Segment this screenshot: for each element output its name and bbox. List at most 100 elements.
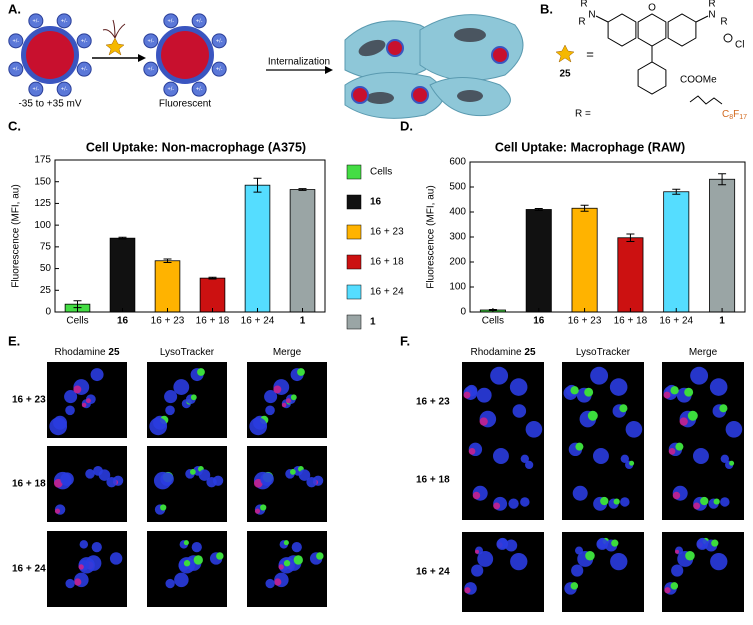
ring [667,13,697,47]
cell [490,366,509,385]
y-tick-label: 0 [460,307,466,318]
lyso [283,540,289,546]
rhod [273,385,282,394]
charge-label: +/- [61,87,68,93]
cell [709,378,728,396]
x-tick-label: Cells [66,316,88,327]
atom-n: N [588,10,595,21]
rhod [464,587,471,594]
lyso [290,394,297,401]
cell [671,564,684,577]
lyso [711,539,719,547]
y-tick-label: 0 [45,307,51,318]
row-label: 16 + 23 [12,395,46,406]
y-tick-label: 50 [40,263,52,274]
ring [607,13,637,47]
cell [725,421,743,438]
lyso [283,560,291,567]
column-header: Rhodamine 25 [54,347,119,358]
column-header: Merge [689,347,718,358]
plot-frame [54,159,326,313]
rhod [254,508,261,514]
rhod [693,502,701,510]
x-tick-label: 1 [300,316,306,327]
lyso [570,386,579,395]
fluoro-chain: C8F17 [722,109,747,121]
cell [85,469,95,479]
rhod [54,508,61,514]
cell [164,390,178,404]
cell [160,472,174,486]
x-tick-label: 16 + 23 [151,316,185,327]
rhod [78,564,84,570]
column-header: LysoTracker [576,347,631,358]
rhod [675,549,680,554]
cell [720,497,730,507]
bar [109,237,136,313]
rhod [281,402,287,408]
cell [79,540,89,549]
legend-label: 16 + 23 [370,227,404,238]
cell [571,564,584,577]
lyso [629,460,635,466]
header-bold: 25 [108,347,120,358]
row-label: 16 + 24 [416,567,450,578]
atom-r: R [580,0,587,10]
header-text: Rhodamine [470,347,522,358]
cell [90,368,104,382]
rhod [679,417,688,426]
ligand [28,13,44,29]
ligand [8,33,24,49]
cell [512,404,527,418]
compound-number: 25 [559,69,571,80]
lyso [600,496,609,506]
rhod [468,448,476,455]
header-text: LysoTracker [576,347,631,358]
bond [695,15,709,23]
y-axis-label: Fluorescence (MFI, au) [11,184,22,287]
cell [710,552,728,571]
y-tick-label: 25 [40,285,52,296]
cell [265,578,275,589]
cell [65,405,75,416]
cell [165,405,175,416]
lyso [713,498,720,505]
cell [291,542,302,553]
x-tick-label: 16 + 18 [614,316,648,327]
lyso [183,560,191,567]
panel-label: B. [540,1,553,16]
cell [525,421,543,438]
bar [289,189,316,313]
lyso [670,582,679,590]
charge-label: +/- [13,38,20,44]
bar [154,260,181,313]
lyso [685,550,695,561]
error-bar [73,300,82,309]
y-tick-label: 100 [34,220,51,231]
lyso [193,555,203,565]
y-tick-label: 300 [449,232,466,243]
bar [244,184,271,313]
cell [174,572,189,588]
error-bar [718,173,727,186]
cell [572,485,588,501]
error-bar [580,204,589,212]
cell [690,366,709,385]
lyso [183,540,189,546]
y-tick-label: 175 [34,155,51,166]
cell [720,454,730,463]
lyso [190,394,197,401]
panel-label: D. [400,118,413,133]
cell [106,477,117,488]
cell [173,379,190,395]
legend-swatch [346,254,362,270]
error-bar [534,208,543,211]
error-bar [118,236,127,240]
panel-b-art [689,95,723,105]
cell [191,542,202,553]
lyso [190,469,196,475]
charge-label: +/- [148,67,155,73]
header-bold: 25 [524,347,536,358]
lyso [585,550,595,561]
header-text: Merge [273,347,302,358]
